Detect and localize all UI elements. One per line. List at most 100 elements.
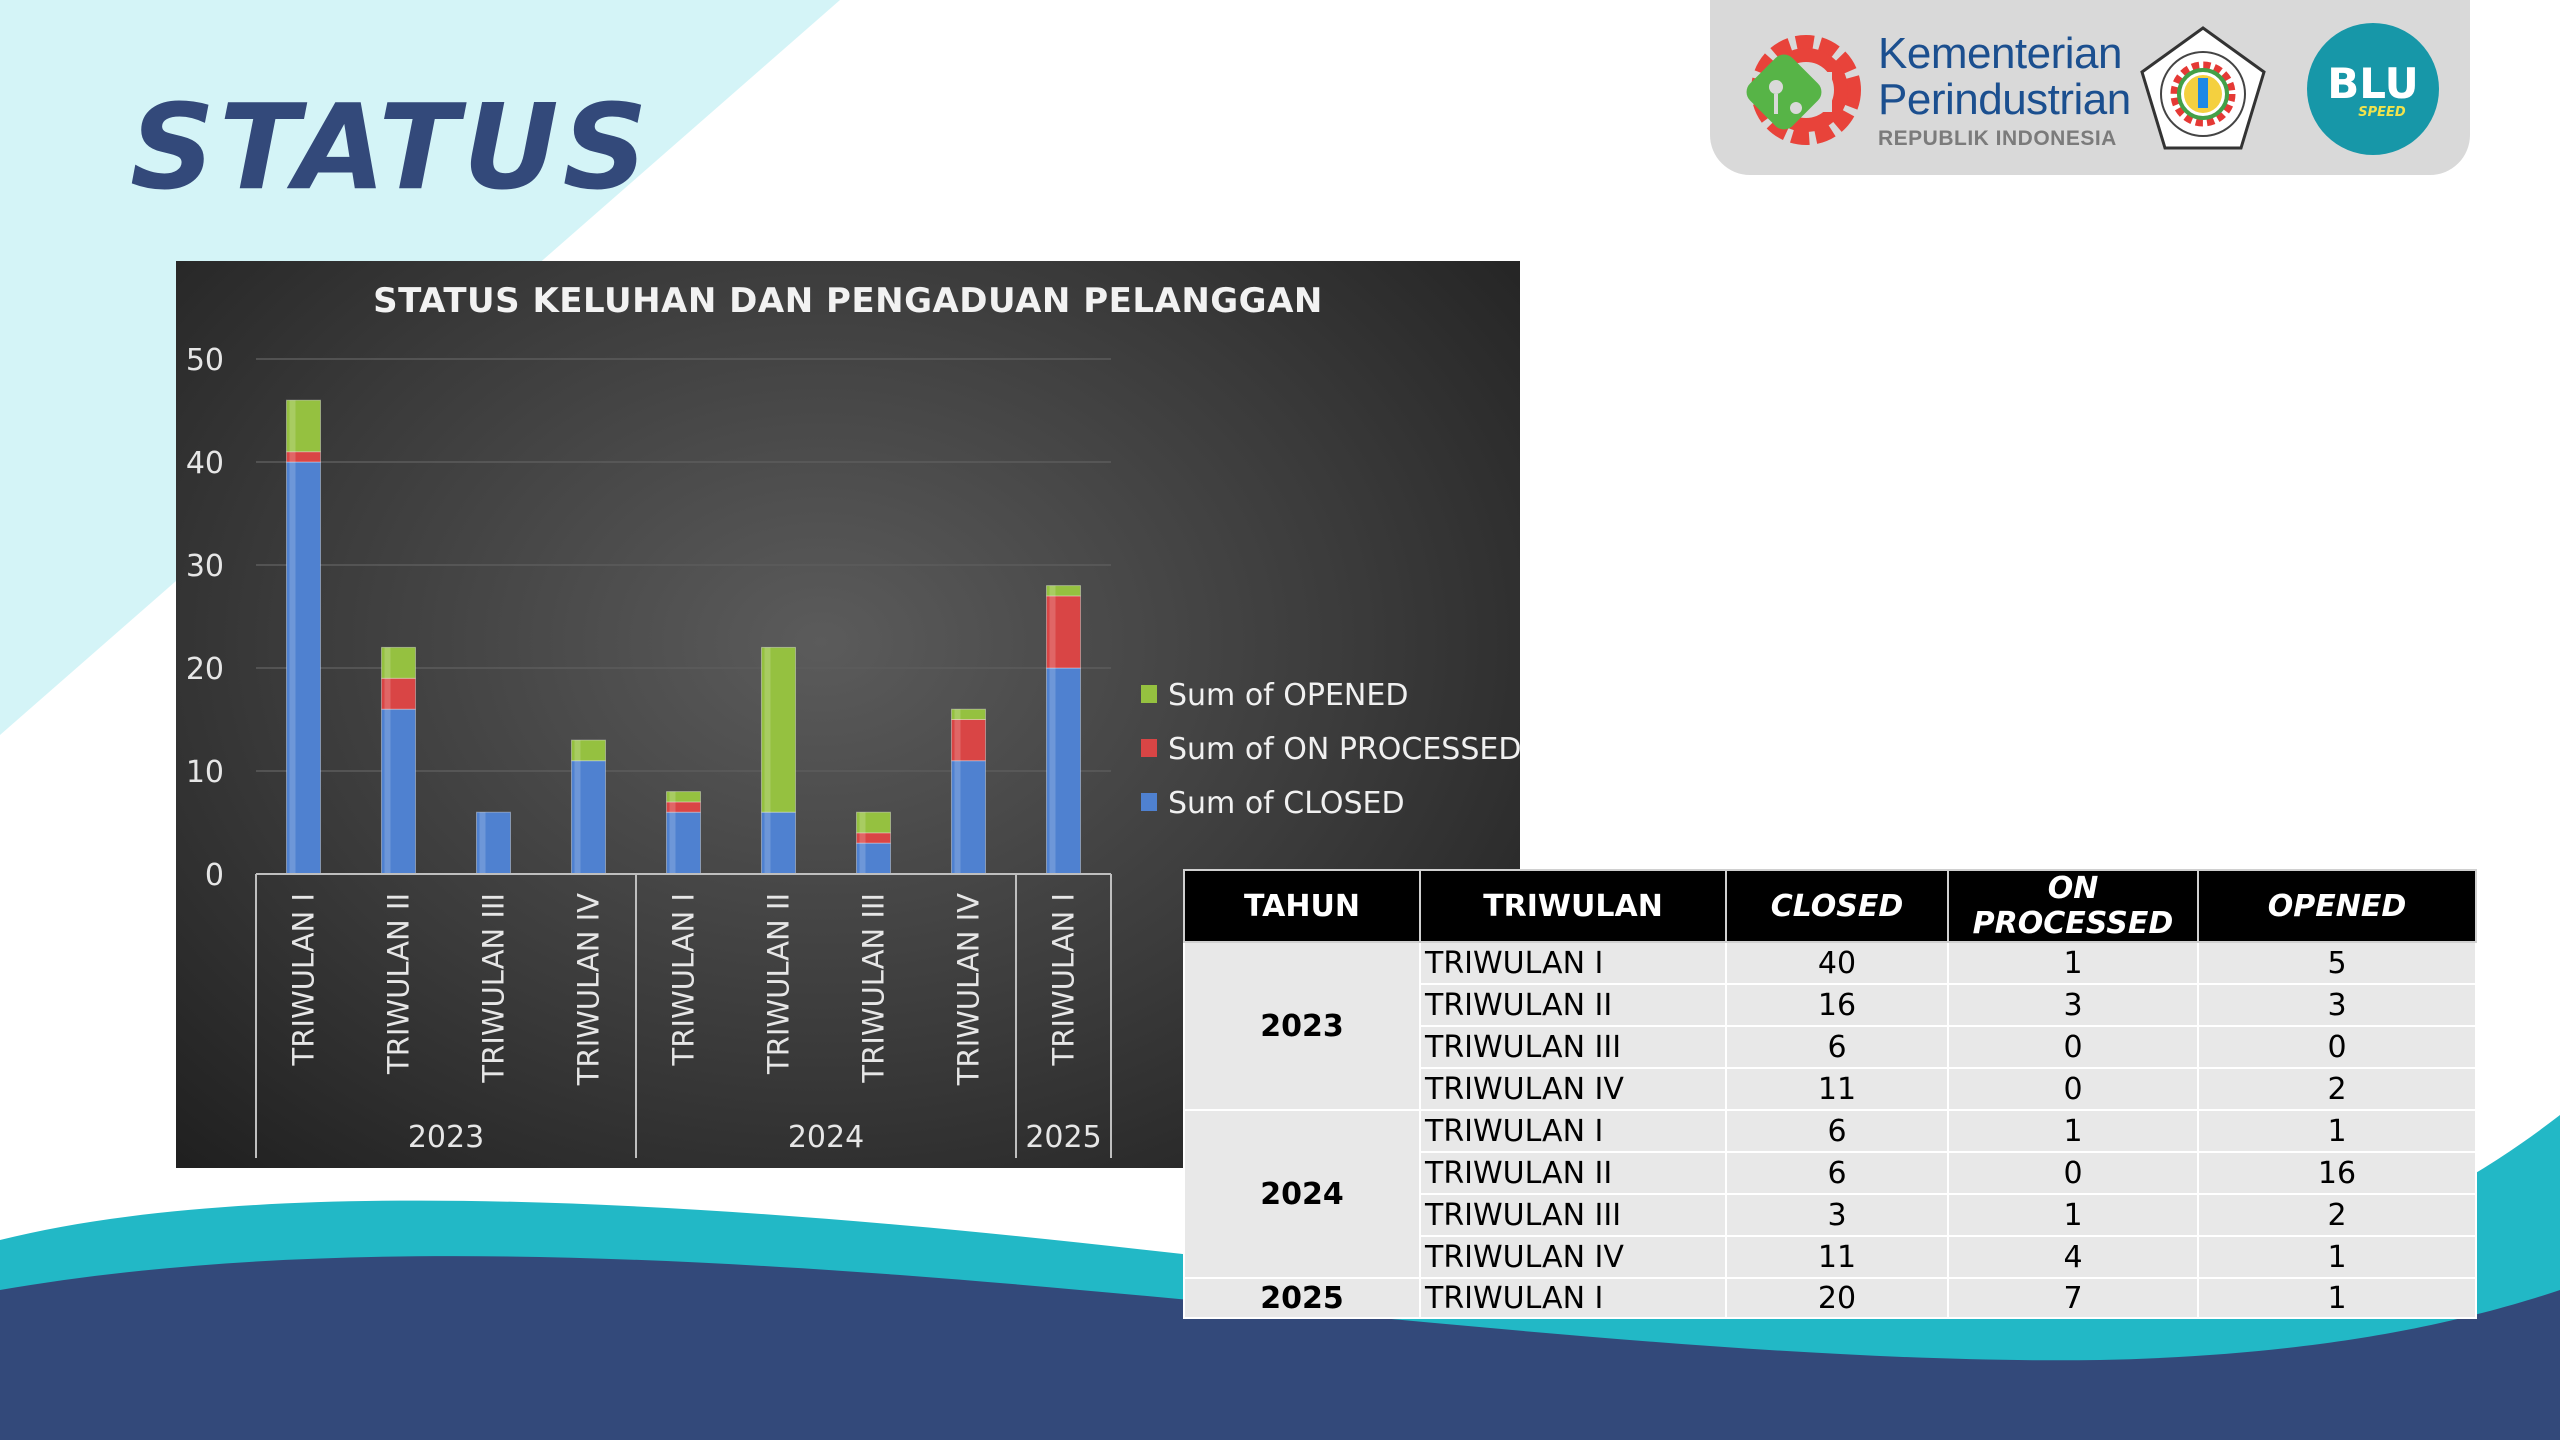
table-header-opened: OPENED: [2197, 869, 2477, 943]
bar-highlight: [289, 400, 296, 452]
bar-segment: [666, 791, 701, 803]
table-cell-opened: 1: [2197, 1277, 2477, 1319]
bar-segment: [1046, 585, 1081, 597]
kemenperin-line3: REPUBLIK INDONESIA: [1878, 127, 2117, 150]
table-cell-on-processed: 4: [1947, 1235, 2199, 1279]
table-cell-closed: 40: [1725, 941, 1949, 985]
legend-swatch: [1141, 739, 1157, 757]
x-group-label: 2024: [788, 1120, 864, 1155]
bar-highlight: [859, 843, 866, 874]
table-row: TRIWULAN IV 11 4 1: [1184, 1235, 2477, 1279]
table-cell-opened: 0: [2197, 1025, 2477, 1069]
bar-segment: [761, 811, 796, 875]
x-category-label: TRIWULAN IV: [572, 893, 606, 1086]
polytechnic-seal-icon: [2140, 26, 2266, 150]
background-navy-wave: [0, 1256, 2560, 1440]
x-category-label: TRIWULAN I: [287, 893, 321, 1066]
table-header-row: TAHUN TRIWULAN CLOSED ON PROCESSED OPENE…: [1183, 869, 2477, 943]
svg-text:SPEED: SPEED: [2358, 105, 2406, 120]
kemenperin-line2: Perindustrian: [1878, 75, 2131, 124]
table-cell-closed: 11: [1725, 1235, 1949, 1279]
table-cell-triwulan: TRIWULAN II: [1419, 1151, 1727, 1195]
bar-highlight: [384, 709, 391, 874]
table-row: TRIWULAN II 6 0 16: [1184, 1151, 2477, 1195]
table-cell-opened: 1: [2197, 1109, 2477, 1153]
bar-segment: [856, 842, 891, 875]
table-cell-opened: 1: [2197, 1235, 2477, 1279]
table-cell-opened: 3: [2197, 983, 2477, 1027]
bar-segment: [951, 719, 986, 762]
table-cell-triwulan: TRIWULAN IV: [1419, 1235, 1727, 1279]
table-cell-triwulan: TRIWULAN I: [1419, 941, 1727, 985]
y-tick-label: 20: [186, 652, 224, 687]
bar-highlight: [954, 760, 961, 874]
legend-label: Sum of OPENED: [1168, 678, 1408, 713]
table-header-triwulan: TRIWULAN: [1419, 869, 1727, 943]
kemenperin-gear-logo-icon: [1746, 35, 1861, 145]
bar-highlight: [764, 647, 771, 813]
page-title: STATUS: [130, 78, 652, 216]
x-category-label: TRIWULAN I: [1047, 893, 1081, 1066]
table-cell-triwulan: TRIWULAN III: [1419, 1025, 1727, 1069]
table-cell-closed: 6: [1725, 1151, 1949, 1195]
bar-segment: [951, 760, 986, 875]
x-group-label: 2023: [408, 1120, 484, 1155]
y-tick-label: 0: [205, 858, 224, 893]
table-cell-on-processed: 0: [1947, 1067, 2199, 1111]
table-year-cell: 2025: [1183, 1277, 1421, 1319]
bar-highlight: [1049, 595, 1056, 668]
bar-highlight: [859, 812, 866, 833]
chart-plot-area: 0 10 20 30 40 50 2023 2024 2025 TRIWULAN I TRIWULA…: [186, 343, 1520, 1158]
bar-highlight: [289, 462, 296, 874]
table-header-closed: CLOSED: [1725, 869, 1949, 943]
kemenperin-wordmark: Kementerian Perindustrian REPUBLIK INDON…: [1878, 32, 2131, 150]
table-cell-triwulan: TRIWULAN I: [1419, 1277, 1727, 1319]
bar-segment: [381, 708, 416, 875]
table-row: TRIWULAN III 3 1 2: [1184, 1193, 2477, 1237]
table-year-cell: 2024: [1183, 1109, 1421, 1279]
table-cell-closed: 6: [1725, 1025, 1949, 1069]
bar-highlight: [764, 812, 771, 874]
bar-highlight: [289, 451, 296, 462]
table-cell-closed: 16: [1725, 983, 1949, 1027]
x-category-label: TRIWULAN I: [667, 893, 701, 1066]
x-category-label: TRIWULAN II: [382, 893, 416, 1075]
bar-segment: [381, 646, 416, 679]
bar-segment: [666, 801, 701, 813]
bar-segment: [381, 677, 416, 710]
bar-highlight: [954, 719, 961, 761]
legend-swatch: [1141, 685, 1157, 703]
x-category-label: TRIWULAN III: [857, 893, 891, 1084]
table-cell-triwulan: TRIWULAN III: [1419, 1193, 1727, 1237]
table-cell-on-processed: 7: [1947, 1277, 2199, 1319]
bar-segment: [571, 739, 606, 762]
bar-segment: [761, 646, 796, 813]
y-tick-label: 10: [186, 755, 224, 790]
y-tick-label: 40: [186, 446, 224, 481]
svg-text:BLU: BLU: [2327, 59, 2418, 108]
x-category-label: TRIWULAN II: [762, 893, 796, 1075]
bar-highlight: [384, 647, 391, 679]
table-cell-on-processed: 1: [1947, 1193, 2199, 1237]
x-group-label: 2025: [1025, 1120, 1101, 1155]
bar-highlight: [384, 678, 391, 710]
table-cell-closed: 20: [1725, 1277, 1949, 1319]
x-category-label: TRIWULAN IV: [952, 893, 986, 1086]
table-cell-closed: 6: [1725, 1109, 1949, 1153]
bar-segment: [1046, 667, 1081, 875]
bar-segment: [476, 811, 511, 875]
table-year-cell: 2023: [1183, 941, 1421, 1111]
bar-highlight: [574, 760, 581, 874]
bar-highlight: [574, 740, 581, 761]
bar-highlight: [859, 832, 866, 844]
bar-segment: [856, 811, 891, 834]
table-row: 2025 TRIWULAN I 20 7 1: [1183, 1277, 2477, 1319]
bar-highlight: [669, 791, 676, 802]
table-row: TRIWULAN IV 11 0 2: [1184, 1067, 2477, 1111]
table-cell-closed: 3: [1725, 1193, 1949, 1237]
table-row: 2023 TRIWULAN I 40 1 5: [1183, 941, 2477, 1111]
table-header-tahun: TAHUN: [1183, 869, 1421, 943]
table-cell-on-processed: 0: [1947, 1151, 2199, 1195]
x-category-label: TRIWULAN III: [477, 893, 511, 1084]
bar-segment: [286, 399, 321, 453]
